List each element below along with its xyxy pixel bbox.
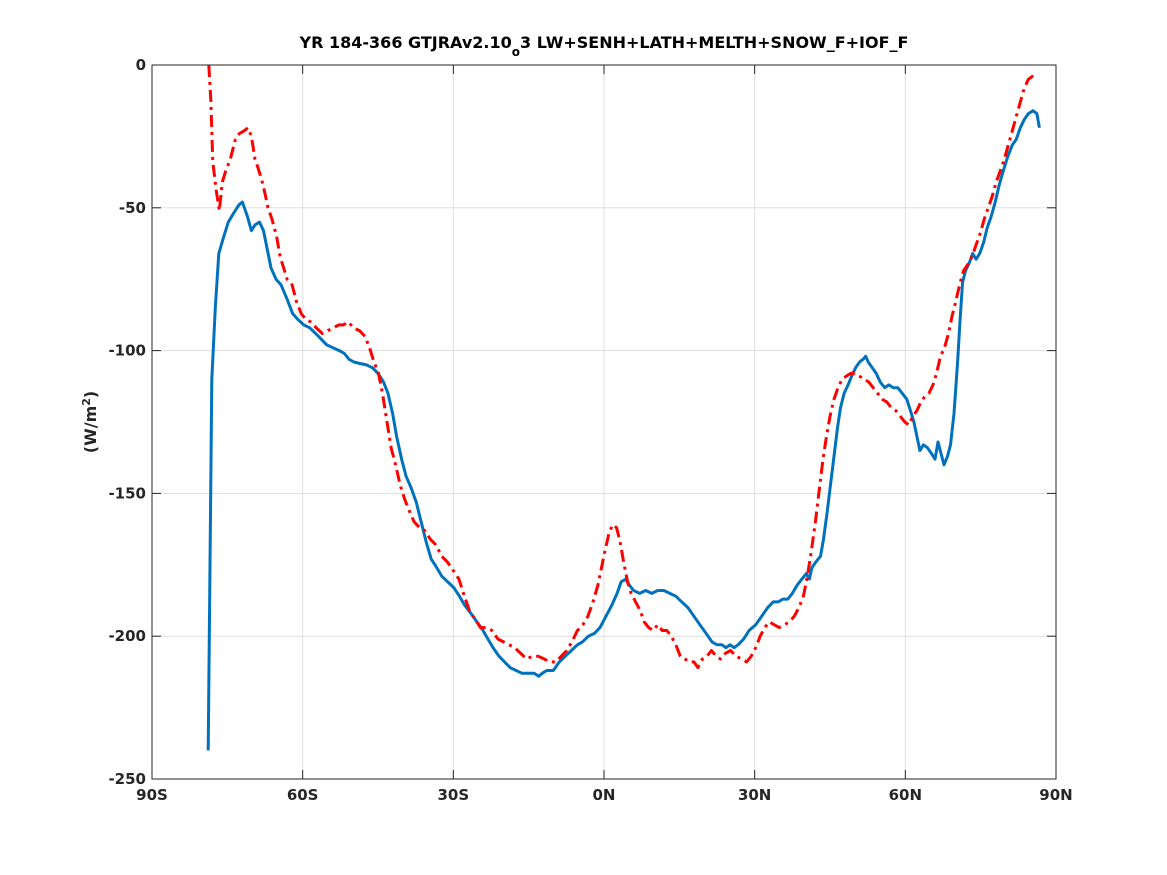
y-tick-label: -150 [108, 484, 146, 502]
y-tick-label: -50 [119, 199, 146, 217]
x-tick-label: 0N [593, 786, 616, 804]
x-tick-label: 90N [1039, 786, 1072, 804]
y-axis-label: (W/m2) [80, 391, 100, 453]
y-tick-label: -200 [108, 627, 146, 645]
y-tick-labels: 0 -50 -100 -150 -200 -250 [108, 56, 146, 788]
x-tick-label: 60S [287, 786, 319, 804]
x-tick-label: 30N [738, 786, 771, 804]
y-tick-label: 0 [136, 56, 146, 74]
series-lines [206, 64, 1041, 751]
series-line-1 [206, 109, 1041, 751]
x-tick-label: 30S [437, 786, 469, 804]
axis-ticks [151, 64, 1057, 780]
y-tick-label: -250 [108, 770, 146, 788]
x-tick-label: 60N [889, 786, 922, 804]
chart-title: YR 184-366 GTJRAv2.10o3 LW+SENH+LATH+MEL… [299, 33, 909, 59]
x-tick-label: 90S [136, 786, 168, 804]
x-tick-labels: 90S 60S 30S 0N 30N 60N 90N [136, 786, 1073, 804]
y-tick-label: -100 [108, 342, 146, 360]
